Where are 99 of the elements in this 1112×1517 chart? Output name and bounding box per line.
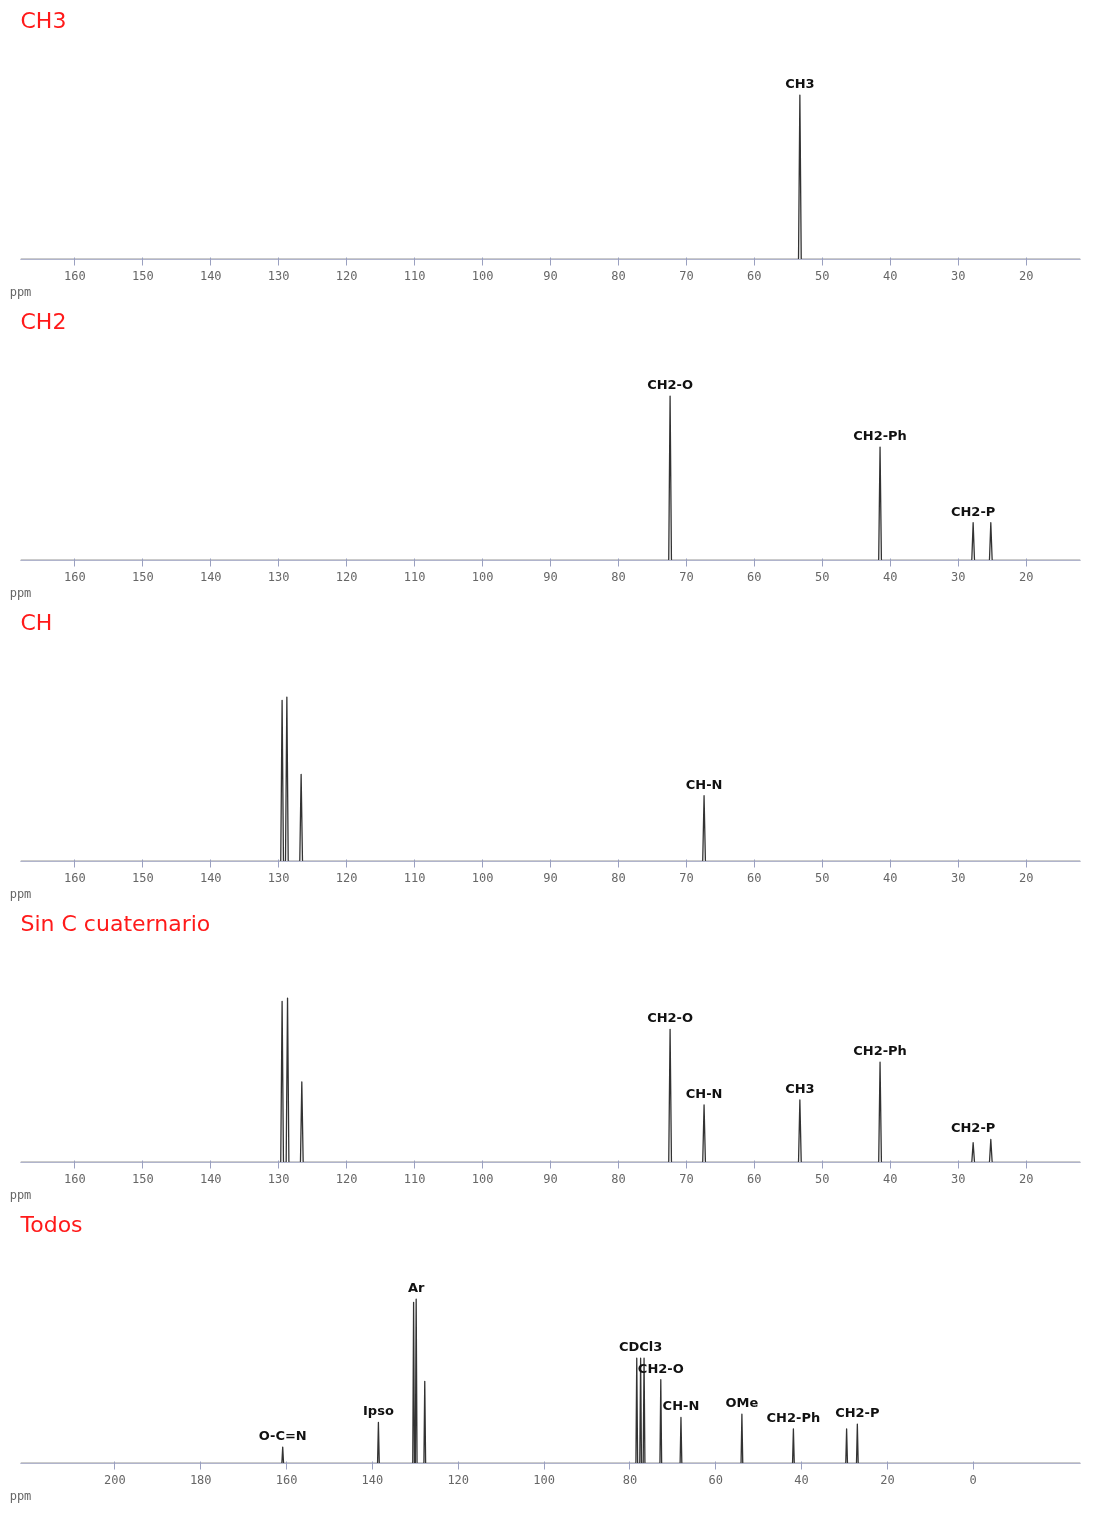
x-tick-label: 140: [199, 870, 222, 885]
x-tick-label: 100: [471, 870, 494, 885]
x-tick-label: 140: [199, 569, 222, 584]
x-tick-label: 20: [1018, 268, 1034, 283]
x-tick-label: 80: [611, 268, 626, 283]
x-tick-label: 40: [794, 1472, 809, 1487]
x-tick-label: 50: [815, 569, 830, 584]
annotation: CH2-P: [950, 503, 996, 519]
annotation: CH-N: [685, 776, 723, 792]
x-tick-label: 40: [883, 1171, 898, 1186]
x-tick-label: 30: [950, 268, 966, 283]
x-tick-label: 70: [679, 268, 694, 283]
x-tick-label: 20: [1018, 569, 1034, 584]
annotation: CH-N: [662, 1398, 700, 1414]
x-tick-label: 120: [335, 870, 358, 885]
annotation: OMe: [725, 1395, 759, 1411]
annotation: CH2-P: [835, 1405, 880, 1421]
annotation: CH3: [785, 1081, 815, 1097]
x-tick-label: 80: [611, 569, 626, 584]
x-axis-title: ppm: [9, 1187, 32, 1202]
x-tick-label: 50: [815, 268, 830, 283]
x-tick-label: 60: [747, 268, 762, 283]
x-tick-label: 100: [471, 268, 494, 283]
x-axis-title: ppm: [9, 1488, 32, 1503]
x-tick-label: 130: [267, 569, 290, 584]
annotation: CH2-O: [647, 377, 694, 393]
annotation: CDCl3: [618, 1339, 663, 1355]
x-tick-label: 160: [275, 1472, 298, 1487]
x-tick-label: 110: [403, 1171, 426, 1186]
x-tick-label: 100: [471, 569, 494, 584]
x-tick-label: 150: [131, 870, 154, 885]
x-tick-label: 70: [679, 870, 694, 885]
chart-title: Sin C cuaternario: [20, 910, 211, 936]
x-tick-label: 160: [64, 1171, 86, 1186]
x-axis-title: ppm: [9, 886, 32, 901]
x-tick-label: 60: [747, 870, 762, 885]
x-tick-label: 90: [543, 569, 558, 584]
x-tick-label: 140: [199, 268, 222, 283]
x-tick-label: 130: [267, 1171, 290, 1186]
x-tick-label: 110: [403, 569, 426, 584]
x-tick-label: 80: [622, 1472, 638, 1487]
x-tick-label: 60: [747, 1171, 762, 1186]
x-tick-label: 50: [815, 870, 830, 885]
x-tick-label: 120: [447, 1472, 470, 1487]
x-tick-label: 150: [131, 1171, 154, 1186]
x-tick-label: 90: [543, 268, 558, 283]
chart-title: CH2: [20, 308, 67, 334]
x-tick-label: 30: [950, 569, 966, 584]
x-axis-title: ppm: [9, 284, 32, 299]
x-tick-label: 40: [883, 870, 898, 885]
x-tick-label: 150: [131, 268, 154, 283]
x-tick-label: 160: [64, 870, 86, 885]
x-tick-label: 140: [199, 1171, 222, 1186]
x-tick-label: 100: [533, 1472, 555, 1487]
annotation: CH2-P: [950, 1120, 996, 1136]
x-tick-label: 80: [611, 1171, 626, 1186]
x-tick-label: 160: [64, 268, 86, 283]
x-tick-label: 120: [335, 569, 358, 584]
annotation: O-C=N: [258, 1428, 307, 1444]
x-tick-label: 90: [543, 870, 558, 885]
x-tick-label: 140: [361, 1472, 384, 1487]
x-tick-label: 130: [267, 268, 290, 283]
x-tick-label: 70: [679, 1171, 694, 1186]
x-tick-label: 110: [403, 268, 426, 283]
x-tick-label: 30: [950, 1171, 966, 1186]
x-tick-label: 20: [1018, 870, 1034, 885]
x-tick-label: 40: [883, 268, 898, 283]
chart-title: Todos: [19, 1211, 83, 1237]
x-tick-label: 30: [950, 870, 966, 885]
x-tick-label: 20: [880, 1472, 895, 1487]
x-tick-label: 120: [335, 268, 358, 283]
x-axis-title: ppm: [9, 585, 32, 600]
x-tick-label: 160: [64, 569, 86, 584]
x-tick-label: 50: [815, 1171, 830, 1186]
x-tick-label: 80: [611, 870, 626, 885]
annotation: CH2-Ph: [853, 428, 907, 444]
chart-title: CH: [20, 609, 53, 635]
annotation: CH-N: [685, 1085, 723, 1101]
annotation: Ipso: [363, 1403, 394, 1419]
x-tick-label: 60: [747, 569, 762, 584]
x-tick-label: 110: [403, 870, 426, 885]
x-tick-label: 180: [189, 1472, 212, 1487]
x-tick-label: 40: [883, 569, 898, 584]
x-tick-label: 20: [1018, 1171, 1034, 1186]
x-tick-label: 100: [471, 1171, 494, 1186]
x-tick-label: 200: [104, 1472, 126, 1487]
annotation: CH3: [785, 76, 815, 92]
annotation: CH2-Ph: [766, 1409, 821, 1425]
x-tick-label: 130: [267, 870, 290, 885]
x-tick-label: 60: [708, 1472, 723, 1487]
x-tick-label: 120: [335, 1171, 358, 1186]
x-tick-label: 70: [679, 569, 694, 584]
annotation: CH2-O: [647, 1010, 694, 1026]
chart-title: CH3: [20, 7, 67, 33]
annotation: CH2-Ph: [853, 1043, 907, 1059]
x-tick-label: 150: [131, 569, 154, 584]
x-tick-label: 0: [969, 1472, 977, 1487]
x-tick-label: 90: [543, 1171, 558, 1186]
annotation: Ar: [407, 1280, 425, 1296]
